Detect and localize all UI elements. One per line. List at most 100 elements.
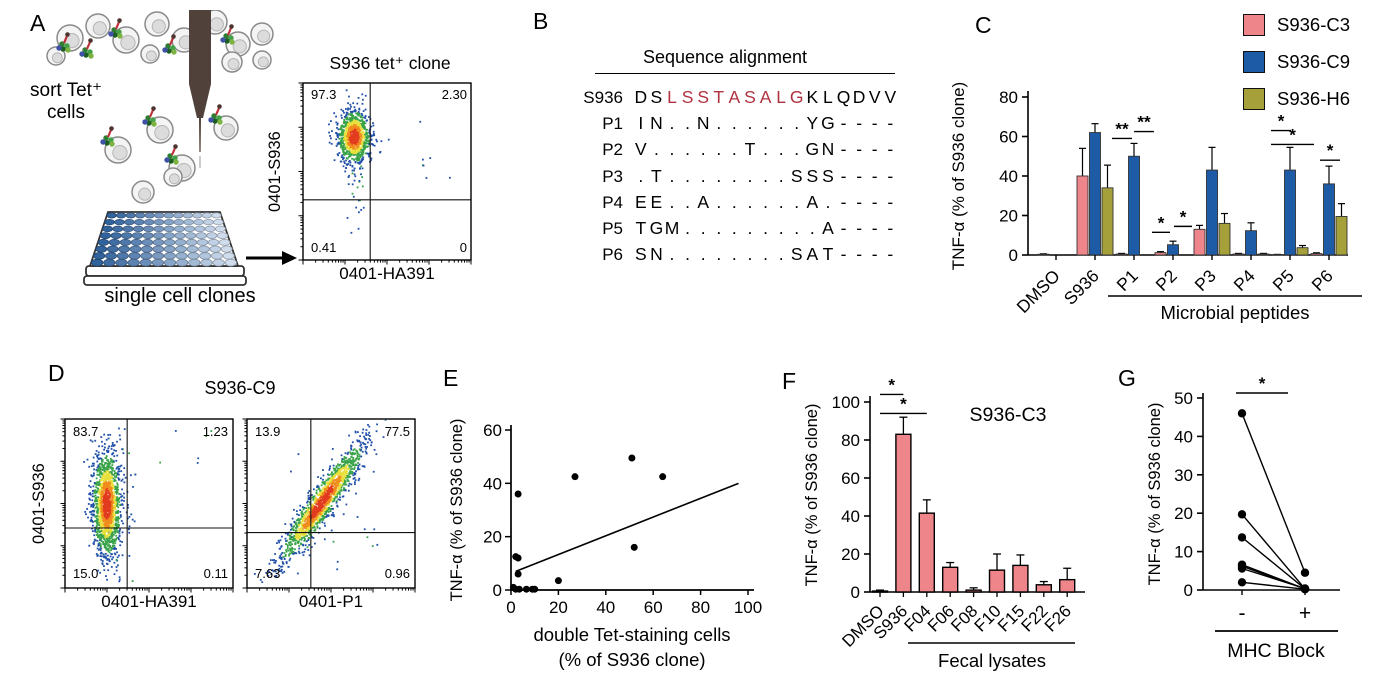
svg-text:*: * [1327,141,1334,160]
quadrant-gates [247,419,415,588]
residue: - [856,165,863,186]
residue: E [650,191,663,212]
data-point [514,570,522,578]
flow-plot-a [298,82,472,265]
residue: - [840,244,847,265]
sequence-alignment: S936 D S L S S T A S A L G K L Q D V V P1 I N.. N...... Y G - - - -… [563,84,898,267]
flow-a-quadrant-br: 0 [459,240,467,255]
residue: - [840,139,847,160]
data-point [659,473,667,481]
bar-S936-H6-P3 [1218,222,1231,256]
log-axis-ticks [242,418,416,593]
residue: - [871,244,878,265]
residue: - [840,113,847,134]
residue: D [852,87,866,107]
svg-text:0: 0 [493,581,502,600]
svg-text:P4: P4 [1230,265,1259,294]
residue: . [685,217,691,238]
residue: K [806,87,819,107]
flow-dot-cloud [253,419,387,584]
svg-text:100: 100 [734,598,762,617]
flow-d1-quadrant-tl: 83.7 [73,424,99,439]
svg-text:60: 60 [483,421,502,440]
residue: S [634,244,647,265]
residue: . [763,113,768,134]
alignment-row: S936 D S L S S T A S A L G K L Q D V V [563,84,898,110]
bar-F04 [918,512,936,593]
bar-S936-C3-DMSO [1037,253,1050,256]
residue: - [871,113,878,134]
residue: - [871,191,878,212]
panel-f-label: F [782,368,797,394]
alignment-title: Sequence alignment [642,47,808,67]
residue: . [763,191,768,212]
residue: T [744,139,756,160]
flow-plot-frame [302,82,472,261]
alignment-row: P2 V...... T... G N - - - - [563,136,898,162]
legend-label: S936-C9 [1277,50,1351,72]
svg-text:*: * [1289,125,1296,144]
residue: . [794,139,800,160]
residue: . [716,139,722,160]
panel-a-label: A [30,10,46,36]
bar-S936-C9-P2 [1167,244,1179,256]
sort-label-line2: cells [46,102,85,123]
bar-groups [1037,123,1348,256]
residue: . [685,165,691,186]
svg-text:40: 40 [596,598,615,617]
legend-item: S936-C9 [1243,43,1350,80]
flow-a-quadrant-tr: 2.30 [441,87,467,102]
data-point [554,577,562,585]
log-axis-ticks [60,418,234,593]
flow-d1-quadrant-br: 0.11 [203,566,228,581]
flow-plot-frame [246,418,416,589]
residue: . [747,165,753,186]
residue: V [634,139,647,160]
data-point [1300,568,1310,577]
data-point [514,490,522,498]
residue: . [731,244,737,265]
residue: . [716,244,722,265]
e-y-axis-title: TNF-α (% of S936 clone) [448,419,466,602]
svg-text:*: * [1180,207,1187,226]
residue: E [634,191,647,212]
data-point [628,454,636,462]
flow-a-quadrant-tl: 97.3 [311,87,337,102]
residue: S [822,165,834,186]
residue: . [700,244,706,265]
residue: - [856,217,863,238]
data-point [1237,510,1247,519]
flow-dot-cloud [328,89,451,234]
residue: . [778,191,784,212]
flow-plot-frame [64,418,234,589]
residue: . [731,113,737,134]
trendline [515,482,739,573]
svg-text:**: ** [1115,119,1129,138]
residue: - [887,165,894,186]
bar-F15 [1012,564,1029,593]
residue: V [868,87,881,107]
flow-d2-quadrant-tr: 77.5 [384,424,410,439]
svg-text:0: 0 [506,598,515,617]
quadrant-gates [303,83,471,260]
svg-text:40: 40 [841,507,860,526]
residue: G [649,217,664,238]
svg-text:*: * [1158,213,1165,232]
svg-text:60: 60 [644,598,663,617]
residue: . [669,113,675,134]
svg-text:0: 0 [1009,246,1018,265]
residue: - [887,139,894,160]
data-point [1237,533,1247,542]
residue: . [731,217,737,238]
bar-S936-C3-P2 [1154,252,1167,256]
significance-marks: ** [880,375,927,415]
flow-d-y-axis-title: 0401-S936 [30,463,48,544]
bar-F10 [988,569,1006,593]
residue: . [653,139,659,160]
bar-S936-C9-P1 [1128,155,1140,256]
residue: . [685,191,691,212]
bar-S936-C9-P6 [1323,183,1335,256]
scatter-points [509,454,667,593]
svg-text:**: ** [1137,113,1151,132]
